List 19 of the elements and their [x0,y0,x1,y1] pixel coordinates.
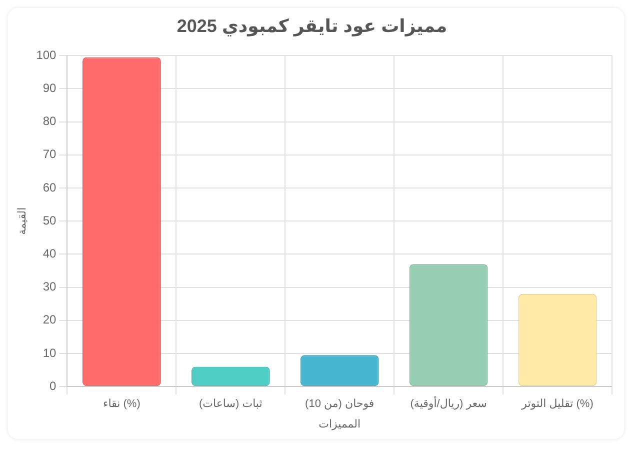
y-tick-label: 30 [42,280,57,294]
y-axis-title: القيمة [16,207,29,235]
x-tick-label: فوحان (من 10) [305,398,374,410]
chart-title: مميزات عود تايقر كمبودي 2025 [176,16,448,37]
y-tick-label: 50 [42,213,57,228]
y-tick-label: 0 [50,378,57,393]
y-tick-label: 20 [42,312,57,327]
x-tick-label: ثبات (ساعات) [199,398,262,410]
y-tick-label: 100 [36,48,57,62]
x-tick-label: تقليل التوتر (%) [520,398,594,410]
y-tick-label: 10 [42,346,57,360]
y-tick-label: 70 [42,147,57,162]
x-tick-label: نقاء (%) [103,398,140,410]
y-tick-label: 40 [42,246,57,261]
y-tick-label: 90 [42,81,57,96]
x-tick-label: سعر (ريال/أوقية) [410,396,487,410]
y-tick-label: 80 [42,114,57,128]
x-axis-title: المميزات [318,418,361,430]
y-tick-label: 60 [42,180,57,194]
